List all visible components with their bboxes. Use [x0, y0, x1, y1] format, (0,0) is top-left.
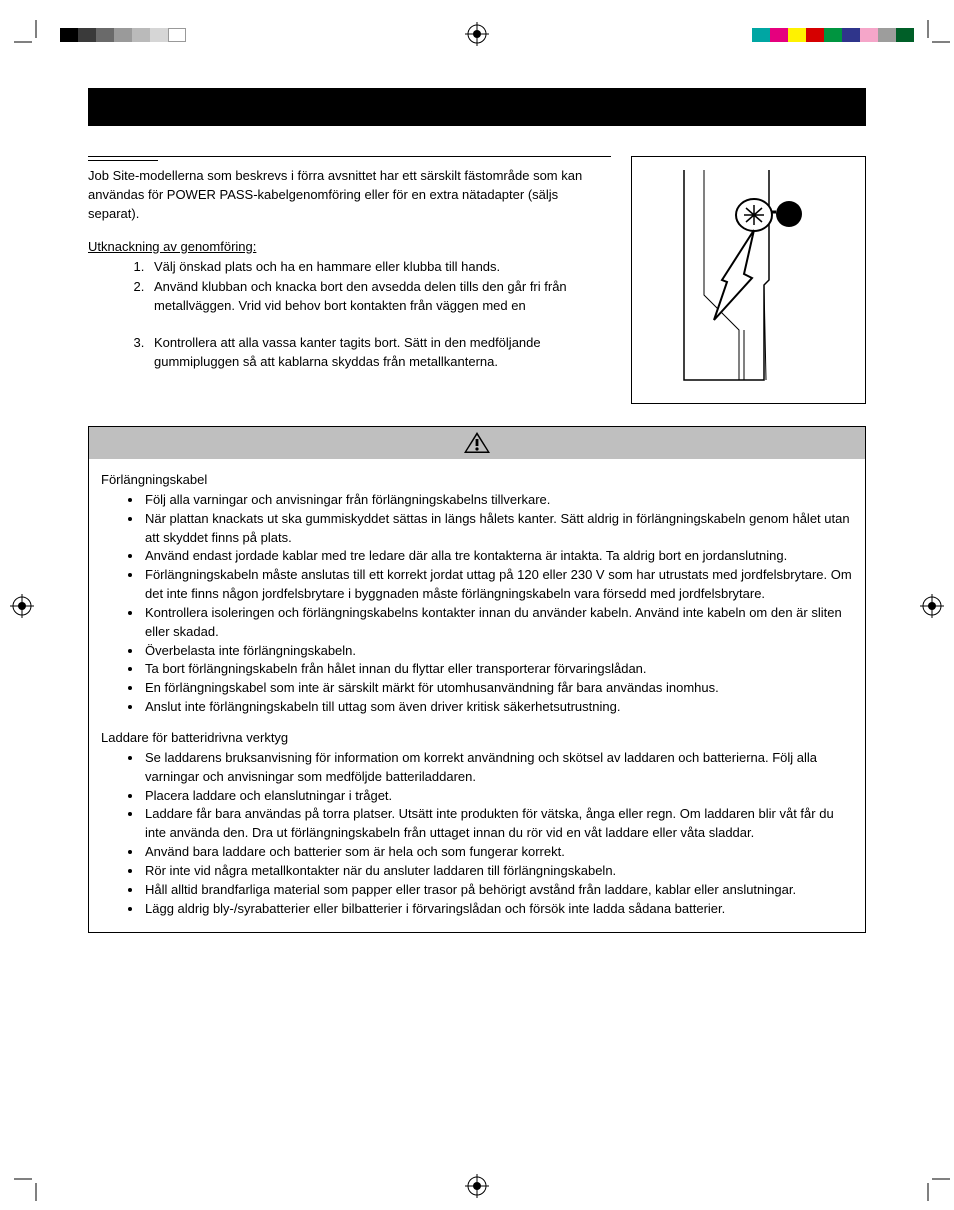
crop-mark-tr — [920, 20, 950, 55]
list-item: Förlängningskabeln måste anslutas till e… — [143, 566, 853, 604]
intro-paragraph: Job Site-modellerna som beskrevs i förra… — [88, 167, 611, 224]
section1-title: Förlängningskabel — [101, 471, 853, 490]
list-item: Överbelasta inte förlängningskabeln. — [143, 642, 853, 661]
swatch — [114, 28, 132, 42]
swatch — [78, 28, 96, 42]
registration-mark-bottom — [465, 1174, 489, 1198]
crop-mark-bl — [14, 1171, 44, 1206]
registration-mark-right — [920, 594, 944, 618]
swatch — [860, 28, 878, 42]
swatch — [96, 28, 114, 42]
steps-list: Välj önskad plats och ha en hammare elle… — [148, 258, 611, 371]
grayscale-bar — [60, 28, 186, 42]
title-banner — [88, 88, 866, 126]
swatch — [752, 28, 770, 42]
crop-mark-br — [920, 1171, 950, 1206]
intro-subheading: Utknackning av genomföring: — [88, 238, 611, 257]
swatch — [132, 28, 150, 42]
step-item: Använd klubban och knacka bort den avsed… — [148, 278, 611, 316]
list-item: Kontrollera isoleringen och förlängnings… — [143, 604, 853, 642]
swatch — [788, 28, 806, 42]
hr-full — [88, 156, 611, 157]
list-item: Rör inte vid några metallkontakter när d… — [143, 862, 853, 881]
registration-mark-left — [10, 594, 34, 618]
step-item: Kontrollera att alla vassa kanter tagits… — [148, 334, 611, 372]
swatch — [150, 28, 168, 42]
swatch — [824, 28, 842, 42]
warning-icon — [463, 431, 491, 455]
swatch — [842, 28, 860, 42]
color-bar — [752, 28, 914, 42]
list-item: Placera laddare och elanslutningar i trå… — [143, 787, 853, 806]
list-item: Lägg aldrig bly-/syrabatterier eller bil… — [143, 900, 853, 919]
swatch — [770, 28, 788, 42]
warning-header — [89, 427, 865, 459]
list-item: Använd endast jordade kablar med tre led… — [143, 547, 853, 566]
section2-list: Se laddarens bruksanvisning för informat… — [143, 749, 853, 919]
intro-text: Job Site-modellerna som beskrevs i förra… — [88, 156, 611, 404]
diagram-box — [631, 156, 866, 404]
warning-body: Förlängningskabel Följ alla varningar oc… — [89, 459, 865, 932]
list-item: Se laddarens bruksanvisning för informat… — [143, 749, 853, 787]
section1-list: Följ alla varningar och anvisningar från… — [143, 491, 853, 717]
list-item: Använd bara laddare och batterier som är… — [143, 843, 853, 862]
list-item: När plattan knackats ut ska gummiskyddet… — [143, 510, 853, 548]
section2-title: Laddare för batteridrivna verktyg — [101, 729, 853, 748]
intro-block: Job Site-modellerna som beskrevs i förra… — [88, 156, 866, 404]
page-content: Job Site-modellerna som beskrevs i förra… — [88, 88, 866, 933]
swatch — [168, 28, 186, 42]
step-item: Välj önskad plats och ha en hammare elle… — [148, 258, 611, 277]
knockout-diagram — [654, 170, 844, 390]
warning-section: Förlängningskabel Följ alla varningar oc… — [88, 426, 866, 933]
list-item: Följ alla varningar och anvisningar från… — [143, 491, 853, 510]
list-item: Ta bort förlängningskabeln från hålet in… — [143, 660, 853, 679]
list-item: En förlängningskabel som inte är särskil… — [143, 679, 853, 698]
registration-mark-top — [465, 22, 489, 46]
print-marks-top — [0, 10, 954, 40]
list-item: Håll alltid brandfarliga material som pa… — [143, 881, 853, 900]
crop-mark-tl — [14, 20, 44, 55]
swatch — [60, 28, 78, 42]
swatch — [878, 28, 896, 42]
list-item: Laddare får bara användas på torra plats… — [143, 805, 853, 843]
swatch — [896, 28, 914, 42]
swatch — [806, 28, 824, 42]
list-item: Anslut inte förlängningskabeln till utta… — [143, 698, 853, 717]
print-marks-bottom — [0, 1170, 954, 1200]
hr-short — [88, 160, 158, 161]
